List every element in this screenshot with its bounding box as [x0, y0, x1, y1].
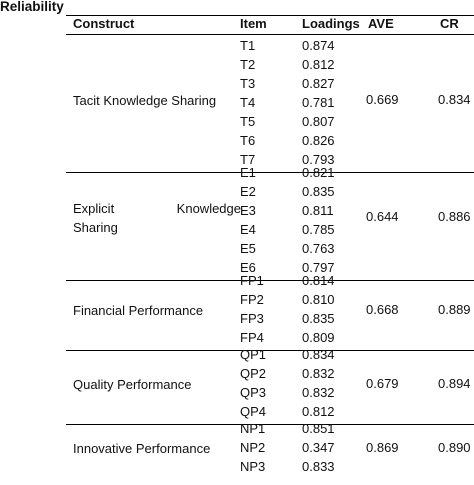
group-rule — [66, 424, 474, 425]
item-cell: E6 — [240, 260, 256, 275]
item-cell: T6 — [240, 133, 256, 148]
loading-cell: 0.827 — [302, 76, 335, 91]
item-cell: T2 — [240, 57, 256, 72]
loading-cell: 0.834 — [302, 347, 335, 362]
item-cell: FP3 — [240, 311, 264, 326]
reliability-table: Construct Item Loadings AVE CR Tacit Kno… — [66, 15, 474, 485]
item-cell: QP1 — [240, 347, 267, 362]
construct-label-tacit: Tacit Knowledge Sharing — [73, 93, 217, 108]
loading-cell: 0.832 — [302, 385, 335, 400]
item-cell: E5 — [240, 241, 256, 256]
item-cell: T4 — [240, 95, 256, 110]
cr-cell: 0.890 — [438, 440, 471, 455]
construct-label-explicit: Explicit Knowledge Sharing — [73, 199, 241, 237]
item-cell: T1 — [240, 38, 256, 53]
cr-cell: 0.889 — [438, 302, 471, 317]
group-rule — [66, 172, 474, 173]
item-cell: FP2 — [240, 292, 264, 307]
item-cell: QP4 — [240, 404, 267, 419]
header-rule — [66, 34, 474, 35]
loading-cell: 0.347 — [302, 440, 335, 455]
loading-cell: 0.835 — [302, 311, 335, 326]
construct-label-explicit-word1: Explicit — [73, 201, 115, 216]
item-cell: E2 — [240, 184, 256, 199]
group-rule — [66, 280, 474, 281]
item-cell: E4 — [240, 222, 256, 237]
item-cell: NP2 — [240, 440, 266, 455]
header-ave: AVE — [368, 16, 394, 31]
loading-cell: 0.835 — [302, 184, 335, 199]
item-cell: FP4 — [240, 330, 264, 345]
item-cell: E1 — [240, 165, 256, 180]
ave-cell: 0.669 — [366, 92, 399, 107]
cr-cell: 0.834 — [438, 92, 471, 107]
header-item: Item — [240, 16, 267, 31]
loading-cell: 0.785 — [302, 222, 335, 237]
loading-cell: 0.833 — [302, 459, 335, 474]
construct-label-financial: Financial Performance — [73, 303, 204, 318]
item-cell: T7 — [240, 152, 256, 167]
header-construct: Construct — [73, 16, 135, 31]
item-cell: NP3 — [240, 459, 266, 474]
loading-cell: 0.826 — [302, 133, 335, 148]
top-rule — [66, 15, 474, 16]
construct-label-explicit-word2: Knowledge — [176, 201, 241, 216]
item-cell: T3 — [240, 76, 256, 91]
loading-cell: 0.814 — [302, 273, 335, 288]
construct-label-innovative: Innovative Performance — [73, 441, 211, 456]
table-caption: Reliability — [0, 0, 64, 14]
header-loadings: Loadings — [302, 16, 360, 31]
construct-label-quality: Quality Performance — [73, 377, 192, 392]
loading-cell: 0.763 — [302, 241, 335, 256]
header-cr: CR — [440, 16, 459, 31]
item-cell: FP1 — [240, 273, 264, 288]
construct-label-explicit-line2: Sharing — [73, 220, 118, 235]
loading-cell: 0.812 — [302, 57, 335, 72]
loading-cell: 0.810 — [302, 292, 335, 307]
loading-cell: 0.851 — [302, 421, 335, 436]
loading-cell: 0.821 — [302, 165, 335, 180]
loading-cell: 0.874 — [302, 38, 335, 53]
loading-cell: 0.793 — [302, 152, 335, 167]
item-cell: E3 — [240, 203, 256, 218]
item-cell: QP3 — [240, 385, 267, 400]
item-cell: NP1 — [240, 421, 266, 436]
item-cell: QP2 — [240, 366, 267, 381]
loading-cell: 0.809 — [302, 330, 335, 345]
loading-cell: 0.781 — [302, 95, 335, 110]
ave-cell: 0.668 — [366, 302, 399, 317]
loading-cell: 0.832 — [302, 366, 335, 381]
ave-cell: 0.644 — [366, 209, 399, 224]
item-cell: T5 — [240, 114, 256, 129]
group-rule — [66, 350, 474, 351]
ave-cell: 0.869 — [366, 440, 399, 455]
cr-cell: 0.894 — [438, 376, 471, 391]
loading-cell: 0.797 — [302, 260, 335, 275]
loading-cell: 0.812 — [302, 404, 335, 419]
cr-cell: 0.886 — [438, 209, 471, 224]
ave-cell: 0.679 — [366, 376, 399, 391]
loading-cell: 0.807 — [302, 114, 335, 129]
loading-cell: 0.811 — [302, 203, 334, 218]
